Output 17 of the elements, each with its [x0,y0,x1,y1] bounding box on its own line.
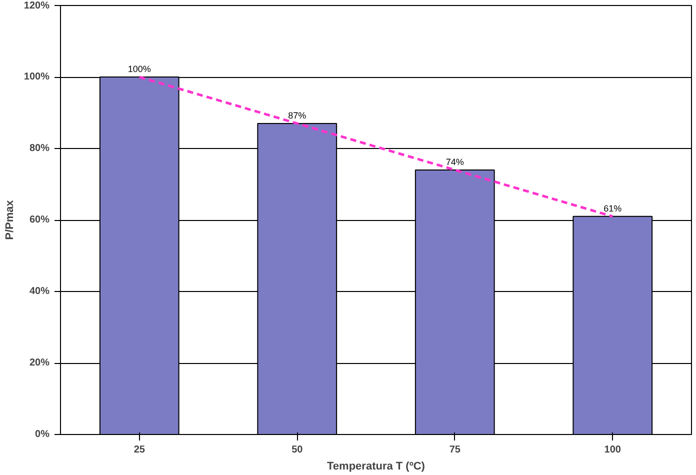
y-tick-label: 20% [29,358,50,368]
x-axis-title: Temperatura T (ºC) [327,460,426,472]
y-tick-label: 80% [29,143,50,154]
x-tick-label: 50 [292,444,304,456]
x-tick-label: 25 [134,444,146,456]
y-axis-title: P/Pmax [4,199,16,240]
data-label: 74% [446,156,464,167]
y-tick-label: 100% [24,72,50,82]
x-tick-label: 75 [449,444,461,456]
y-tick-label: 60% [29,214,50,226]
x-tick-label: 100 [604,444,622,456]
y-tick-label: 120% [24,0,50,12]
data-label: 61% [604,203,622,214]
y-tick-label: 40% [29,286,50,297]
y-tick-label: 0% [35,429,50,440]
data-label: 100% [128,64,151,74]
data-label: 87% [288,110,306,120]
